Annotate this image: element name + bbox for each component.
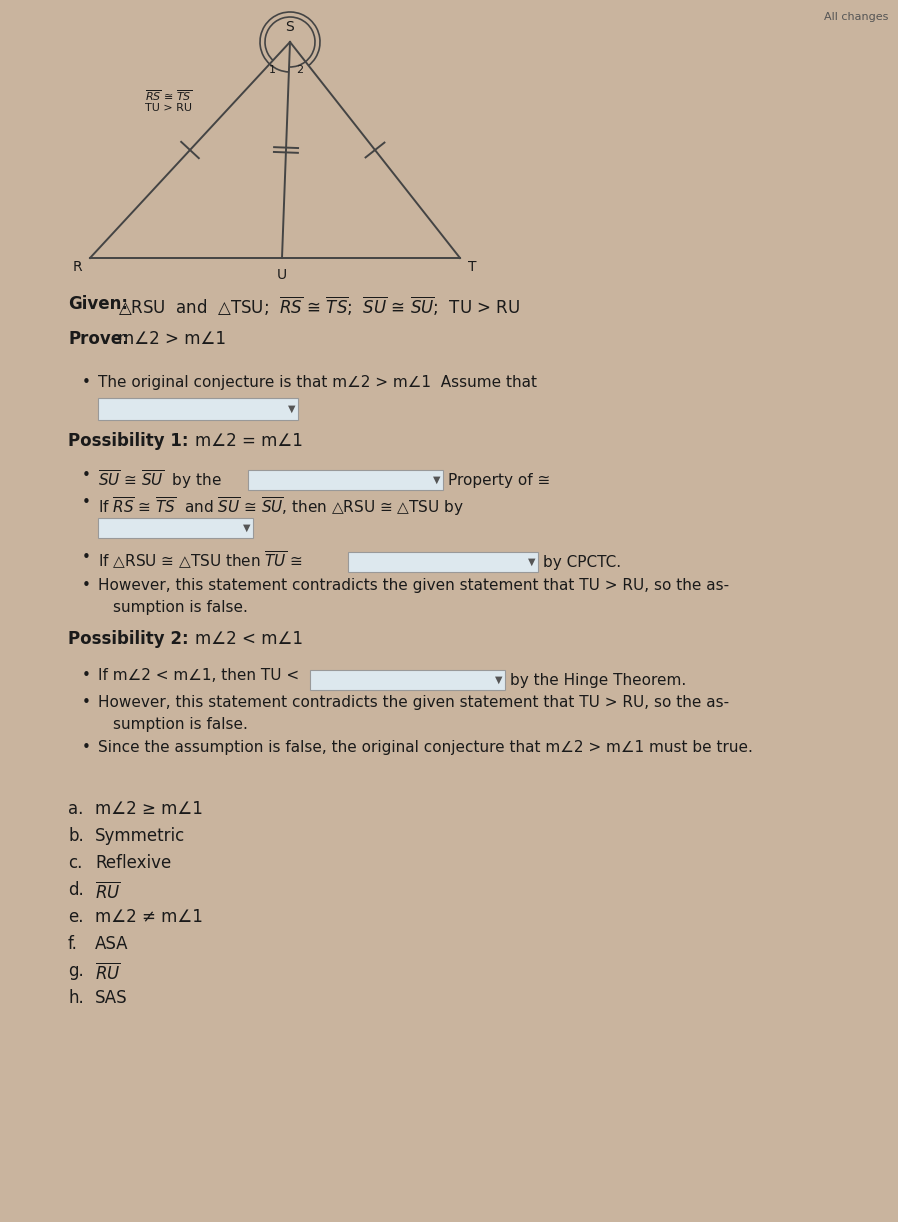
Text: m∠2 = m∠1: m∠2 = m∠1 — [195, 433, 303, 450]
Text: If △RSU ≅ △TSU then $\overline{TU}$ ≅: If △RSU ≅ △TSU then $\overline{TU}$ ≅ — [98, 550, 304, 572]
FancyBboxPatch shape — [248, 470, 443, 490]
Text: Property of ≅: Property of ≅ — [448, 473, 550, 488]
Text: a.: a. — [68, 800, 84, 818]
Text: $\overline{RU}$: $\overline{RU}$ — [95, 962, 120, 982]
Text: T: T — [468, 260, 477, 274]
Text: ▼: ▼ — [495, 675, 502, 686]
Text: However, this statement contradicts the given statement that TU > RU, so the as-: However, this statement contradicts the … — [98, 578, 729, 593]
Text: The original conjecture is that m∠2 > m∠1  Assume that: The original conjecture is that m∠2 > m∠… — [98, 375, 537, 390]
Text: Since the assumption is false, the original conjecture that m∠2 > m∠1 must be tr: Since the assumption is false, the origi… — [98, 741, 753, 755]
Text: Given:: Given: — [68, 295, 128, 313]
Text: •: • — [82, 468, 91, 483]
Text: $\overline{SU}$ ≅ $\overline{SU}$  by the: $\overline{SU}$ ≅ $\overline{SU}$ by the — [98, 468, 222, 491]
FancyBboxPatch shape — [98, 518, 253, 538]
Text: m∠2 ≠ m∠1: m∠2 ≠ m∠1 — [95, 908, 203, 926]
Text: h.: h. — [68, 989, 84, 1007]
Text: 1: 1 — [269, 65, 276, 75]
Text: •: • — [82, 695, 91, 710]
FancyBboxPatch shape — [98, 398, 298, 420]
Text: by CPCTC.: by CPCTC. — [543, 555, 621, 569]
Text: by the Hinge Theorem.: by the Hinge Theorem. — [510, 672, 686, 688]
Text: •: • — [82, 495, 91, 510]
Text: $\overline{RS}$ ≅ $\overline{TS}$: $\overline{RS}$ ≅ $\overline{TS}$ — [145, 88, 192, 103]
Text: TU > RU: TU > RU — [145, 103, 192, 112]
Text: sumption is false.: sumption is false. — [113, 717, 248, 732]
Text: All changes: All changes — [823, 12, 888, 22]
Text: •: • — [82, 668, 91, 683]
Text: U: U — [277, 268, 287, 282]
Text: R: R — [73, 260, 82, 274]
Text: Reflexive: Reflexive — [95, 854, 172, 873]
Text: If $\overline{RS}$ ≅ $\overline{TS}$  and $\overline{SU}$ ≅ $\overline{SU}$, the: If $\overline{RS}$ ≅ $\overline{TS}$ and… — [98, 495, 463, 518]
Text: d.: d. — [68, 881, 84, 899]
Text: e.: e. — [68, 908, 84, 926]
Text: ▼: ▼ — [242, 523, 250, 533]
Text: However, this statement contradicts the given statement that TU > RU, so the as-: However, this statement contradicts the … — [98, 695, 729, 710]
Text: ▼: ▼ — [287, 404, 295, 414]
Text: Symmetric: Symmetric — [95, 827, 185, 844]
Text: 2: 2 — [296, 65, 304, 75]
Text: b.: b. — [68, 827, 84, 844]
Text: ASA: ASA — [95, 935, 128, 953]
Text: ▼: ▼ — [527, 557, 535, 567]
Text: m∠2 ≥ m∠1: m∠2 ≥ m∠1 — [95, 800, 203, 818]
Text: •: • — [82, 741, 91, 755]
Text: c.: c. — [68, 854, 83, 873]
Text: △​RSU  and  △​TSU;  $\overline{RS}$ ≅ $\overline{TS}$;  $\overline{SU}$ ≅ $\over: △​RSU and △​TSU; $\overline{RS}$ ≅ $\ove… — [118, 295, 520, 318]
Text: •: • — [82, 550, 91, 565]
Text: •: • — [82, 578, 91, 593]
Text: g.: g. — [68, 962, 84, 980]
Text: S: S — [286, 20, 295, 34]
Text: ▼: ▼ — [433, 475, 440, 485]
Text: Possibility 1:: Possibility 1: — [68, 433, 189, 450]
Text: •: • — [82, 375, 91, 390]
Text: Prove:: Prove: — [68, 330, 128, 348]
Text: $\overline{RU}$: $\overline{RU}$ — [95, 881, 120, 902]
Text: If m∠2 < m∠1, then TU <: If m∠2 < m∠1, then TU < — [98, 668, 299, 683]
Text: m∠2 > m∠1: m∠2 > m∠1 — [118, 330, 226, 348]
Text: f.: f. — [68, 935, 78, 953]
Text: m∠2 < m∠1: m∠2 < m∠1 — [195, 631, 303, 648]
FancyBboxPatch shape — [310, 670, 505, 690]
Text: SAS: SAS — [95, 989, 128, 1007]
FancyBboxPatch shape — [348, 552, 538, 572]
Text: Possibility 2:: Possibility 2: — [68, 631, 189, 648]
Text: sumption is false.: sumption is false. — [113, 600, 248, 615]
